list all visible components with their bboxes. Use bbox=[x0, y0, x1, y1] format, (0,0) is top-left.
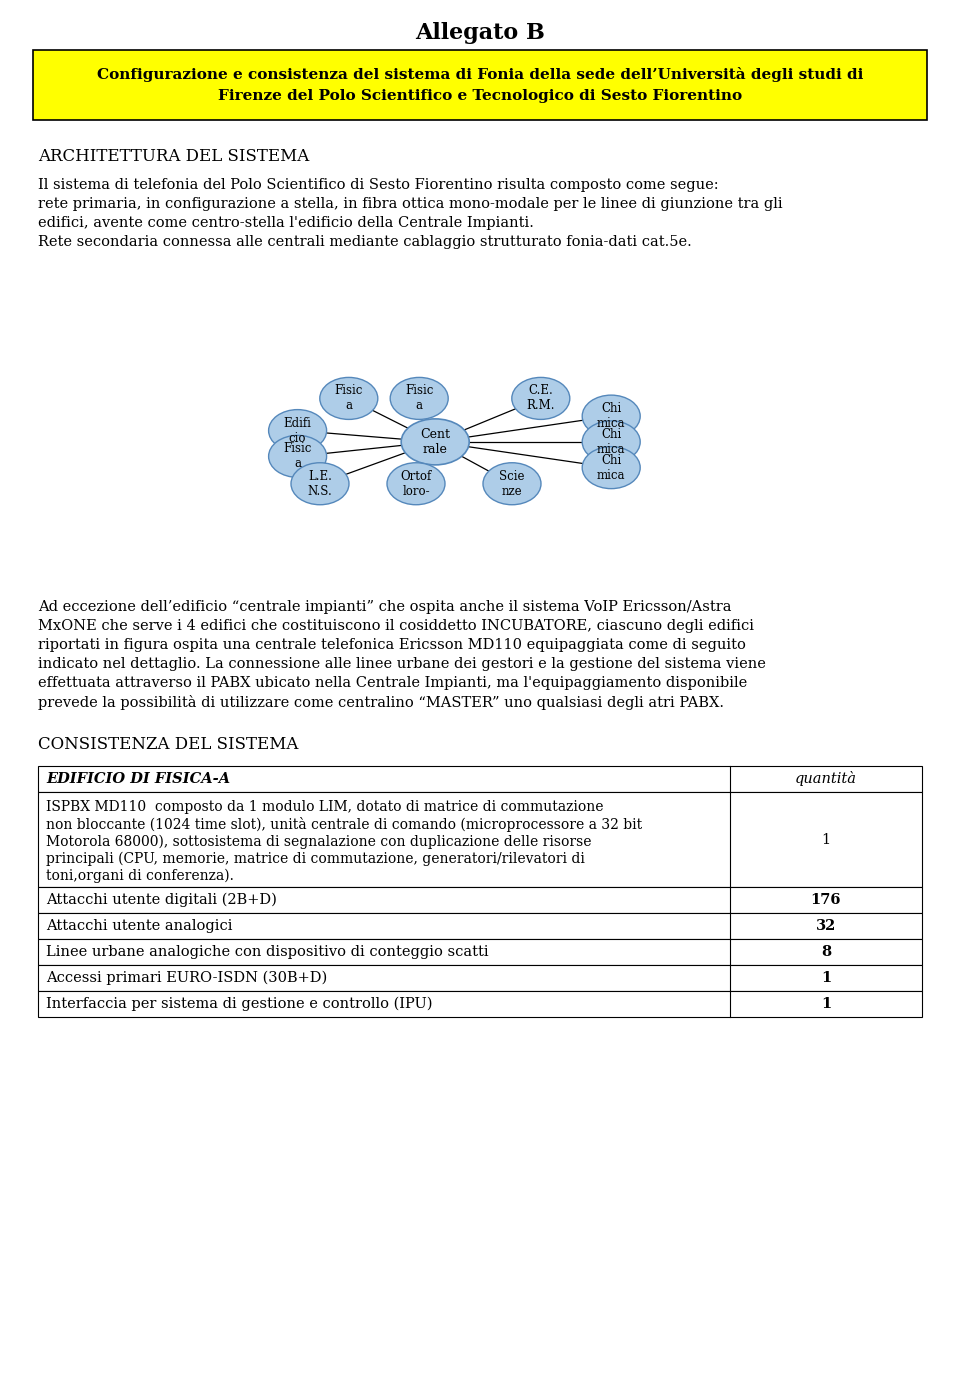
Ellipse shape bbox=[582, 396, 640, 437]
Text: toni,organi di conferenza).: toni,organi di conferenza). bbox=[46, 869, 234, 884]
Text: Attacchi utente digitali (2B+D): Attacchi utente digitali (2B+D) bbox=[46, 893, 276, 907]
Text: quantità: quantità bbox=[795, 772, 857, 787]
Text: Chi
mica: Chi mica bbox=[597, 454, 626, 481]
Ellipse shape bbox=[291, 463, 349, 505]
Text: principali (CPU, memorie, matrice di commutazione, generatori/rilevatori di: principali (CPU, memorie, matrice di com… bbox=[46, 852, 585, 866]
Text: ARCHITETTURA DEL SISTEMA: ARCHITETTURA DEL SISTEMA bbox=[38, 148, 309, 165]
Text: non bloccante (1024 time slot), unità centrale di comando (microprocessore a 32 : non bloccante (1024 time slot), unità ce… bbox=[46, 817, 642, 833]
Text: Attacchi utente analogici: Attacchi utente analogici bbox=[46, 918, 232, 934]
Text: Accessi primari EURO-ISDN (30B+D): Accessi primari EURO-ISDN (30B+D) bbox=[46, 971, 327, 985]
FancyBboxPatch shape bbox=[38, 887, 922, 913]
Ellipse shape bbox=[387, 463, 445, 505]
Ellipse shape bbox=[390, 378, 448, 419]
Text: Fisic
a: Fisic a bbox=[335, 384, 363, 412]
Text: Linee urbane analogiche con dispositivo di conteggio scatti: Linee urbane analogiche con dispositivo … bbox=[46, 945, 489, 958]
Text: EDIFICIO DI FISICA-A: EDIFICIO DI FISICA-A bbox=[46, 772, 230, 786]
Text: Chi
mica: Chi mica bbox=[597, 402, 626, 430]
Text: edifici, avente come centro-stella l'edificio della Centrale Impianti.: edifici, avente come centro-stella l'edi… bbox=[38, 216, 534, 230]
Ellipse shape bbox=[401, 419, 469, 465]
Text: CONSISTENZA DEL SISTEMA: CONSISTENZA DEL SISTEMA bbox=[38, 736, 299, 752]
Text: L.E.
N.S.: L.E. N.S. bbox=[307, 470, 332, 498]
Text: rete primaria, in configurazione a stella, in fibra ottica mono-modale per le li: rete primaria, in configurazione a stell… bbox=[38, 196, 782, 212]
Text: C.E.
R.M.: C.E. R.M. bbox=[526, 384, 555, 412]
Ellipse shape bbox=[320, 378, 378, 419]
FancyBboxPatch shape bbox=[38, 913, 922, 939]
Text: effettuata attraverso il PABX ubicato nella Centrale Impianti, ma l'equipaggiame: effettuata attraverso il PABX ubicato ne… bbox=[38, 676, 747, 690]
Text: Rete secondaria connessa alle centrali mediante cablaggio strutturato fonia-dati: Rete secondaria connessa alle centrali m… bbox=[38, 235, 692, 249]
Text: 1: 1 bbox=[821, 997, 831, 1011]
Text: Motorola 68000), sottosistema di segnalazione con duplicazione delle risorse: Motorola 68000), sottosistema di segnala… bbox=[46, 834, 591, 849]
Text: prevede la possibilità di utilizzare come centralino “MASTER” uno qualsiasi degl: prevede la possibilità di utilizzare com… bbox=[38, 696, 724, 709]
Text: Cent
rale: Cent rale bbox=[420, 427, 450, 456]
Text: 8: 8 bbox=[821, 945, 831, 958]
Text: Scie
nze: Scie nze bbox=[499, 470, 525, 498]
Text: riportati in figura ospita una centrale telefonica Ericsson MD110 equipaggiata c: riportati in figura ospita una centrale … bbox=[38, 638, 746, 651]
Text: Interfaccia per sistema di gestione e controllo (IPU): Interfaccia per sistema di gestione e co… bbox=[46, 997, 433, 1011]
Text: 32: 32 bbox=[816, 918, 836, 934]
Text: indicato nel dettaglio. La connessione alle linee urbane dei gestori e la gestio: indicato nel dettaglio. La connessione a… bbox=[38, 657, 766, 671]
Text: Ad eccezione dell’edificio “centrale impianti” che ospita anche il sistema VoIP : Ad eccezione dell’edificio “centrale imp… bbox=[38, 600, 732, 614]
Text: Edifi
cio: Edifi cio bbox=[283, 416, 312, 444]
Text: Chi
mica: Chi mica bbox=[597, 427, 626, 456]
Text: 1: 1 bbox=[821, 971, 831, 985]
Text: Configurazione e consistenza del sistema di Fonia della sede dell’Università deg: Configurazione e consistenza del sistema… bbox=[97, 68, 863, 102]
Text: 176: 176 bbox=[811, 893, 841, 907]
Ellipse shape bbox=[512, 378, 570, 419]
FancyBboxPatch shape bbox=[38, 766, 922, 792]
Text: ISPBX MD110  composto da 1 modulo LIM, dotato di matrice di commutazione: ISPBX MD110 composto da 1 modulo LIM, do… bbox=[46, 799, 604, 815]
Text: Il sistema di telefonia del Polo Scientifico di Sesto Fiorentino risulta compost: Il sistema di telefonia del Polo Scienti… bbox=[38, 178, 719, 192]
FancyBboxPatch shape bbox=[38, 939, 922, 965]
FancyBboxPatch shape bbox=[38, 792, 922, 887]
FancyBboxPatch shape bbox=[38, 965, 922, 992]
Text: Allegato B: Allegato B bbox=[415, 22, 545, 44]
Ellipse shape bbox=[582, 447, 640, 488]
Ellipse shape bbox=[269, 409, 326, 452]
Text: Ortof
loro-: Ortof loro- bbox=[400, 470, 432, 498]
Text: Fisic
a: Fisic a bbox=[405, 384, 433, 412]
Text: MxONE che serve i 4 edifici che costituiscono il cosiddetto INCUBATORE, ciascuno: MxONE che serve i 4 edifici che costitui… bbox=[38, 620, 754, 633]
FancyBboxPatch shape bbox=[33, 50, 927, 120]
Ellipse shape bbox=[483, 463, 541, 505]
Ellipse shape bbox=[269, 436, 326, 477]
FancyBboxPatch shape bbox=[38, 992, 922, 1017]
Text: Fisic
a: Fisic a bbox=[283, 443, 312, 470]
Text: 1: 1 bbox=[822, 833, 830, 846]
Ellipse shape bbox=[582, 420, 640, 463]
